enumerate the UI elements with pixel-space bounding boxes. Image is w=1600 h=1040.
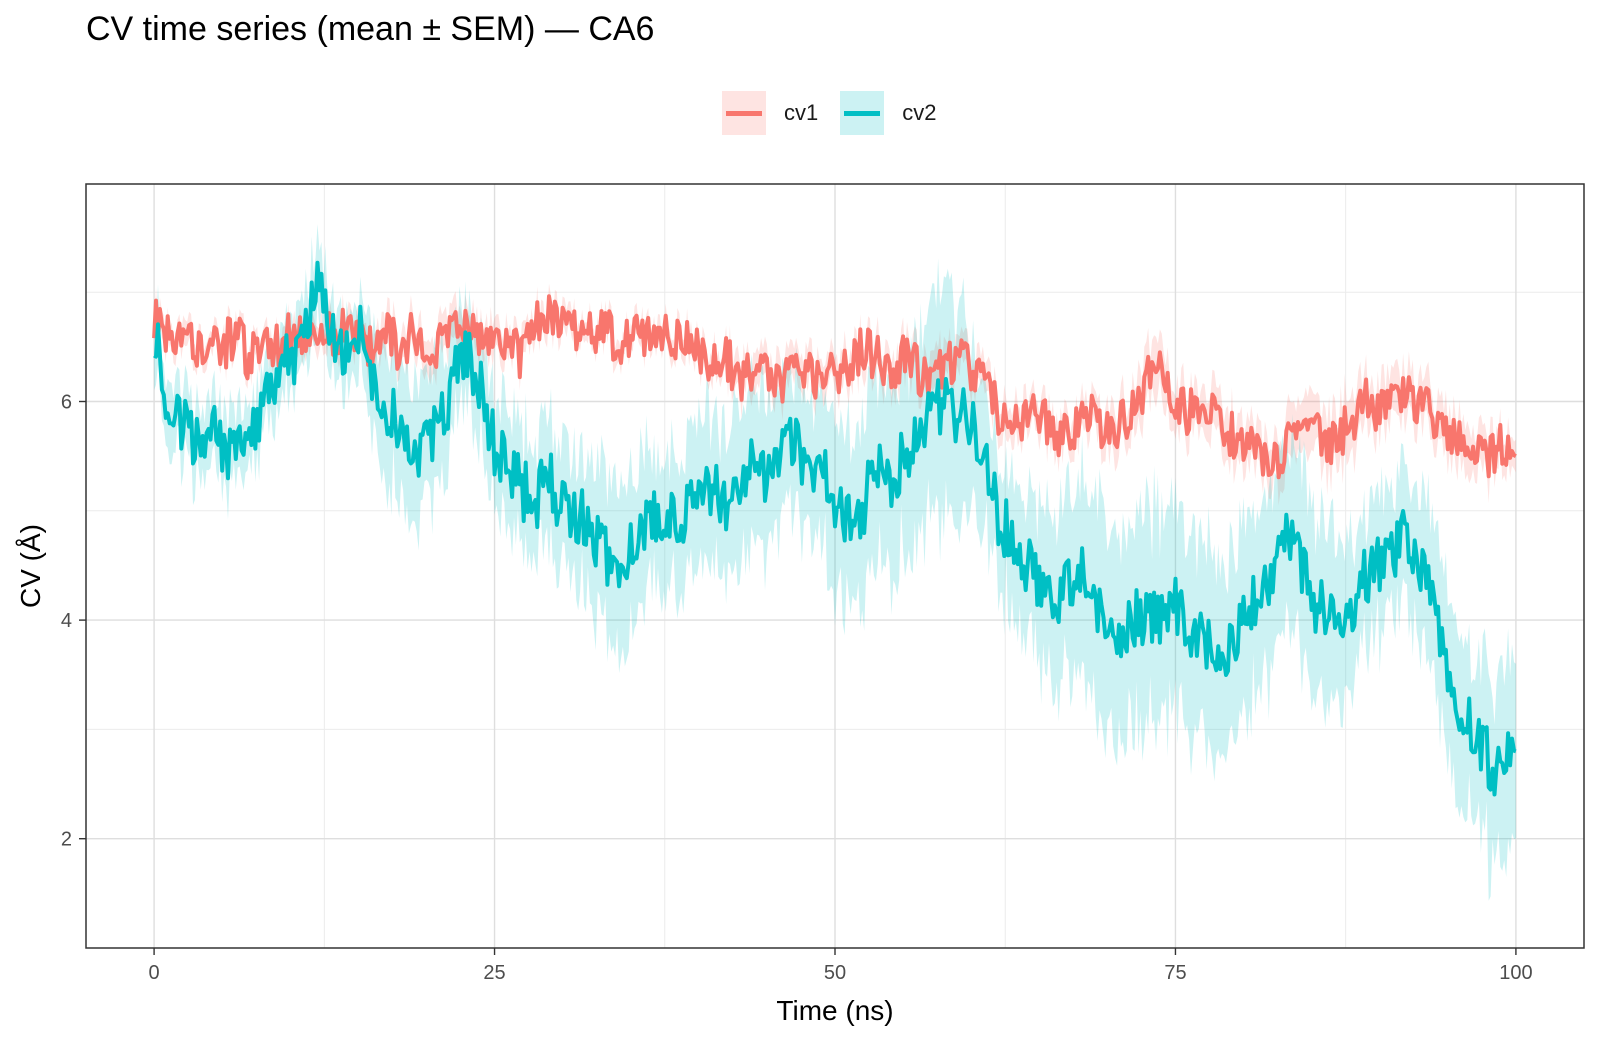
x-tick-label: 50 <box>824 962 846 984</box>
line-cv1 <box>152 294 1517 480</box>
legend-key-cv2-line <box>844 111 881 116</box>
line-cv2 <box>153 260 1517 797</box>
x-tick-label: 100 <box>1499 962 1532 984</box>
legend-item-cv2: cv2 <box>840 91 937 135</box>
y-axis-title: CV (Å) <box>15 524 46 608</box>
y-tick-label: 6 <box>61 392 72 414</box>
x-tick-label: 0 <box>149 962 160 984</box>
legend-key-cv2 <box>840 91 885 135</box>
y-axis-ticks: 2 4 6 <box>61 392 86 851</box>
chart-title: CV time series (mean ± SEM) — CA6 <box>86 10 655 48</box>
legend: cv1 cv2 <box>722 90 959 136</box>
x-axis-ticks: 0 25 50 75 100 <box>149 948 1533 984</box>
legend-key-cv1 <box>722 91 766 135</box>
y-tick-label: 2 <box>61 829 72 851</box>
series-lines <box>152 260 1517 797</box>
legend-label-cv1: cv1 <box>784 100 819 125</box>
band-cv2 <box>154 224 1516 901</box>
x-tick-label: 25 <box>483 962 505 984</box>
legend-key-cv1-line <box>726 111 762 116</box>
y-tick-label: 4 <box>61 610 72 632</box>
legend-label-cv2: cv2 <box>902 100 937 125</box>
x-axis-title: Time (ns) <box>776 995 893 1026</box>
x-tick-label: 75 <box>1164 962 1186 984</box>
legend-item-cv1: cv1 <box>722 91 818 135</box>
